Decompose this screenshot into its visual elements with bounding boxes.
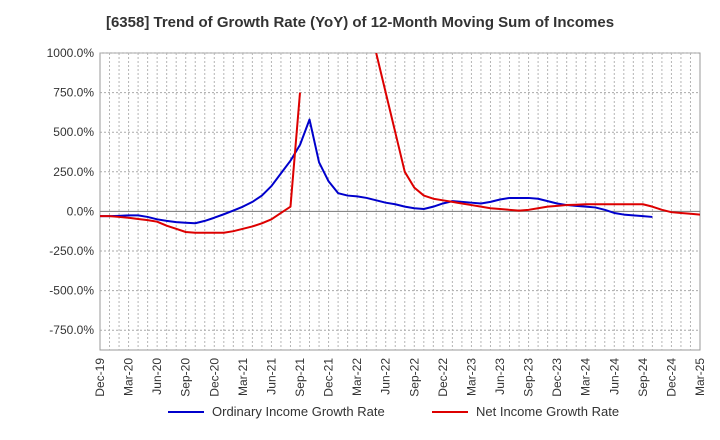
y-tick-label: 750.0% (53, 86, 94, 100)
legend-item-net-income: Net Income Growth Rate (432, 404, 619, 419)
x-tick-label: Jun-23 (493, 358, 507, 395)
legend-item-ordinary-income: Ordinary Income Growth Rate (168, 404, 385, 419)
series-line-net-income-part2 (375, 53, 700, 216)
x-tick-label: Dec-20 (207, 358, 221, 397)
x-tick-label: Sep-24 (636, 358, 650, 397)
y-tick-label: -750.0% (49, 323, 94, 337)
x-tick-label: Mar-25 (693, 358, 707, 396)
x-tick-label: Dec-24 (664, 358, 678, 397)
x-tick-label: Mar-24 (579, 358, 593, 396)
x-tick-label: Mar-22 (350, 358, 364, 396)
x-tick-label: Mar-23 (464, 358, 478, 396)
series-line-net-income-part1 (100, 92, 301, 234)
x-tick-label: Dec-22 (436, 358, 450, 397)
y-tick-label: -250.0% (49, 244, 94, 258)
y-tick-label: 1000.0% (47, 46, 95, 60)
series-line-ordinary-income (100, 118, 653, 225)
x-tick-label: Sep-21 (293, 358, 307, 397)
y-tick-label: 250.0% (53, 165, 94, 179)
x-tick-label: Dec-19 (93, 358, 107, 397)
x-tick-label: Mar-20 (122, 358, 136, 396)
legend-label-ordinary-income: Ordinary Income Growth Rate (212, 404, 385, 419)
x-tick-label: Sep-20 (179, 358, 193, 397)
axes: 1000.0% 750.0% 500.0% 250.0% 0.0% -250.0% -500… (47, 46, 707, 397)
x-tick-label: Sep-22 (407, 358, 421, 397)
legend-swatch-net-income (432, 410, 468, 413)
y-tick-label: 500.0% (53, 125, 94, 139)
x-tick-label: Jun-21 (264, 358, 278, 395)
legend-label-net-income: Net Income Growth Rate (476, 404, 620, 419)
x-tick-label: Dec-21 (322, 358, 336, 397)
x-tick-label: Jun-22 (379, 358, 393, 395)
y-tick-label: -500.0% (49, 284, 94, 298)
chart-title: [6358] Trend of Growth Rate (YoY) of 12-… (105, 14, 615, 31)
x-tick-label: Jun-24 (607, 358, 621, 395)
x-tick-label: Mar-21 (236, 358, 250, 396)
y-tick-label: 0.0% (67, 204, 95, 218)
x-tick-label: Jun-20 (150, 358, 164, 395)
plot-area (99, 52, 701, 351)
series-lines (100, 53, 700, 234)
x-tick-label: Sep-23 (522, 358, 536, 397)
legend-swatch-ordinary-income (168, 410, 204, 413)
x-tick-label: Dec-23 (550, 358, 564, 397)
